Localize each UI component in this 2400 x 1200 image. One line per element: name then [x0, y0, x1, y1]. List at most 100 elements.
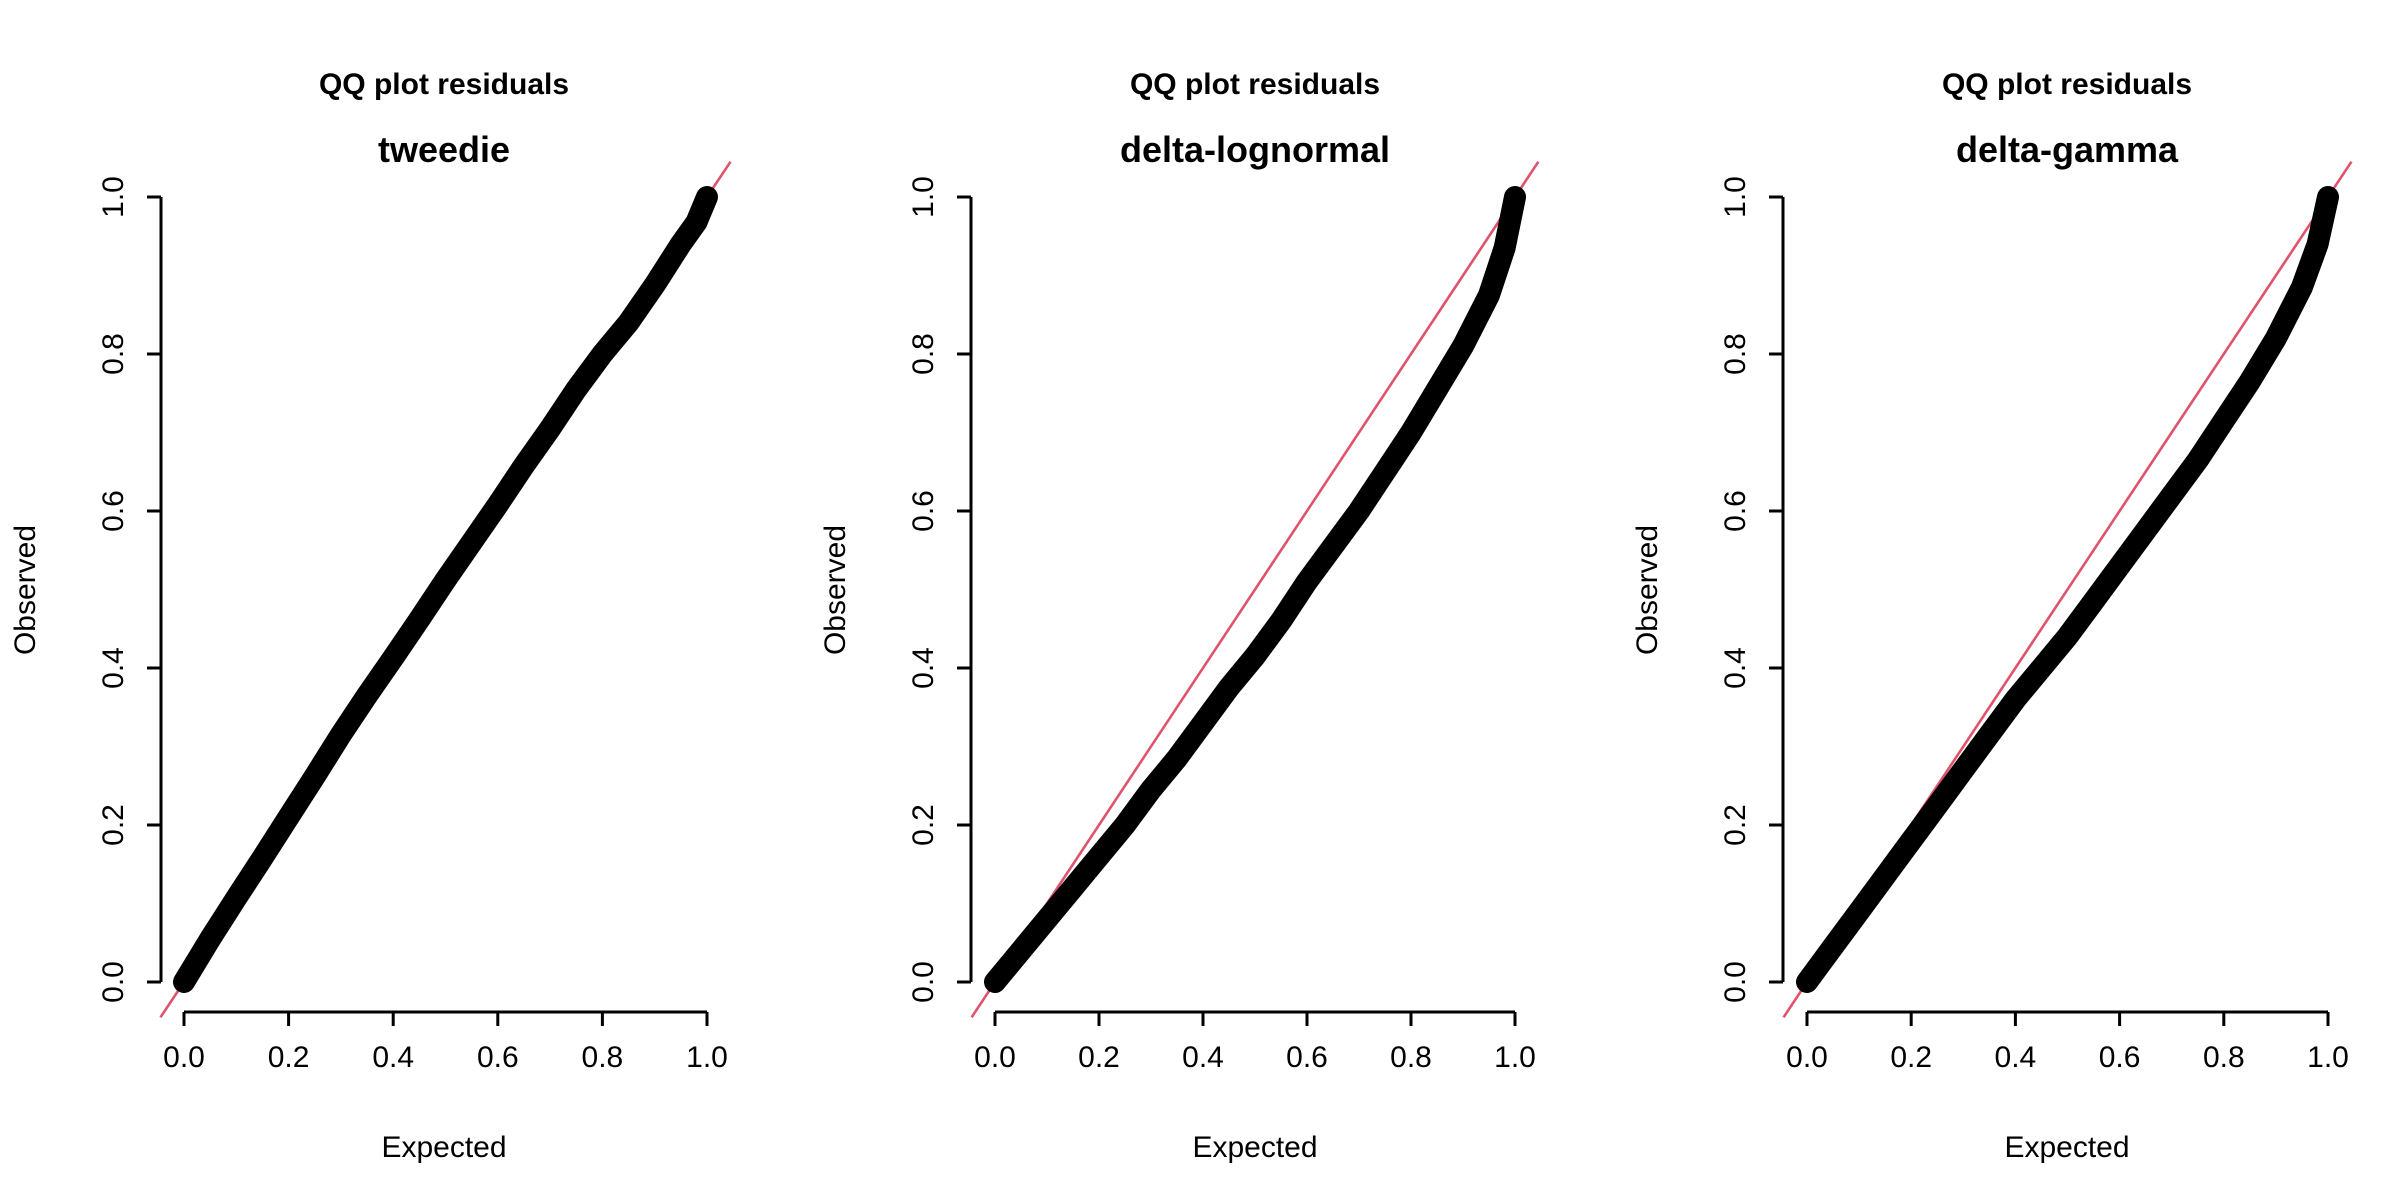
- panel-subtitle: QQ plot residuals: [1130, 68, 1380, 101]
- y-tick-label: 1.0: [97, 176, 130, 218]
- qq-point: [1401, 422, 1421, 443]
- qq-point: [2239, 371, 2260, 392]
- qq-point: [1427, 379, 1447, 400]
- y-tick-label: 1.0: [907, 176, 940, 218]
- y-tick-label: 0.0: [97, 961, 130, 1003]
- qq-points: [1796, 186, 2339, 993]
- qq-point: [461, 532, 482, 553]
- x-axis-label: Expected: [2004, 1131, 2129, 1164]
- qq-point: [357, 685, 378, 706]
- y-tick-label: 0.2: [1719, 804, 1752, 846]
- qq-point: [2307, 234, 2328, 255]
- x-tick-label: 0.2: [268, 1041, 310, 1074]
- qq-point: [2318, 187, 2338, 207]
- x-tick-label: 1.0: [1494, 1041, 1536, 1074]
- y-tick-label: 0.6: [97, 490, 130, 532]
- qq-point: [2265, 328, 2286, 349]
- qq-point: [1349, 501, 1369, 521]
- x-tick-label: 0.2: [1078, 1041, 1120, 1074]
- qq-point: [252, 847, 273, 868]
- x-tick-label: 0.6: [1286, 1041, 1328, 1074]
- qq-point: [1271, 610, 1291, 631]
- qq-point: [670, 234, 691, 255]
- qq-point: [697, 187, 717, 207]
- panel-title: delta-lognormal: [1120, 129, 1390, 170]
- x-tick-label: 0.0: [1786, 1041, 1828, 1074]
- qq-point: [304, 766, 325, 787]
- x-tick-label: 0.0: [163, 1041, 205, 1074]
- qq-point: [1927, 795, 1948, 816]
- qq-point: [592, 344, 613, 364]
- qq-point: [226, 888, 247, 909]
- y-tick-label: 0.2: [907, 804, 940, 846]
- qq-point: [1167, 748, 1187, 769]
- qq-panel-2: QQ plot residuals delta-lognormal 0.0 0.2 0.…: [819, 68, 1540, 1164]
- qq-point: [2135, 520, 2156, 541]
- x-tick-label: 0.6: [2099, 1041, 2141, 1074]
- qq-point: [1849, 901, 1870, 922]
- qq-point: [1037, 909, 1057, 930]
- qq-point: [383, 647, 404, 668]
- y-axis-label: Observed: [9, 525, 42, 655]
- qq-point: [2291, 277, 2312, 298]
- x-tick-label: 1.0: [2307, 1041, 2349, 1074]
- y-tick-label: 0.2: [97, 804, 130, 846]
- qq-point: [1901, 830, 1922, 851]
- panel-title: delta-gamma: [1956, 129, 2179, 170]
- qq-point: [330, 724, 351, 745]
- panel-subtitle: QQ plot residuals: [1942, 68, 2192, 101]
- qq-point: [200, 928, 221, 949]
- x-tick-label: 0.8: [1390, 1041, 1432, 1074]
- qq-point: [2161, 485, 2182, 506]
- x-tick-label: 0.2: [1890, 1041, 1932, 1074]
- qq-point: [1115, 815, 1135, 835]
- qq-point: [2031, 658, 2052, 678]
- y-tick-label: 0.8: [97, 333, 130, 375]
- x-tick-label: 0.4: [1182, 1041, 1224, 1074]
- x-axis-label: Expected: [1192, 1131, 1317, 1164]
- y-tick-label: 0.6: [907, 490, 940, 532]
- qq-point: [1297, 571, 1317, 592]
- x-tick-label: 1.0: [686, 1041, 728, 1074]
- reference-line: [970, 160, 1540, 1019]
- x-tick-label: 0.4: [372, 1041, 414, 1074]
- qq-point: [2109, 555, 2130, 576]
- qq-point: [1479, 285, 1499, 306]
- qq-panel-3: QQ plot residuals delta-gamma 0.0 0.2 0.4 0.6…: [1631, 68, 2353, 1164]
- x-axis-label: Expected: [381, 1131, 506, 1164]
- qq-point: [1063, 877, 1083, 898]
- qq-point: [1141, 779, 1161, 800]
- qq-point: [566, 379, 587, 400]
- qq-point: [1505, 187, 1525, 207]
- qq-point: [1453, 336, 1473, 357]
- qq-point: [1375, 461, 1395, 482]
- y-tick-label: 0.8: [907, 333, 940, 375]
- qq-point: [174, 972, 194, 992]
- qq-point: [1323, 536, 1343, 557]
- qq-point: [2213, 410, 2234, 431]
- y-tick-label: 0.6: [1719, 490, 1752, 532]
- qq-point: [618, 312, 639, 333]
- qq-point: [1797, 972, 1817, 992]
- qq-point: [278, 807, 299, 828]
- qq-point: [686, 212, 707, 233]
- qq-point: [2057, 626, 2078, 647]
- y-tick-label: 0.0: [907, 961, 940, 1003]
- x-tick-label: 0.8: [2203, 1041, 2245, 1074]
- qq-point: [435, 570, 456, 591]
- qq-point: [1193, 712, 1213, 733]
- y-tick-label: 0.4: [1719, 647, 1752, 689]
- qq-point: [1875, 866, 1896, 887]
- qq-panel-1: QQ plot residuals tweedie 0.0 0.2 0.4 0.6 0.8 1…: [9, 68, 732, 1164]
- qq-point: [644, 274, 665, 295]
- qq-points: [984, 186, 1526, 993]
- qq-point: [513, 455, 534, 476]
- qq-point: [1011, 940, 1031, 961]
- qq-point: [2083, 591, 2104, 612]
- qq-point: [1979, 724, 2000, 745]
- x-tick-label: 0.0: [974, 1041, 1016, 1074]
- qq-point: [1089, 846, 1109, 867]
- qq-point: [409, 609, 430, 630]
- y-tick-label: 0.4: [907, 647, 940, 689]
